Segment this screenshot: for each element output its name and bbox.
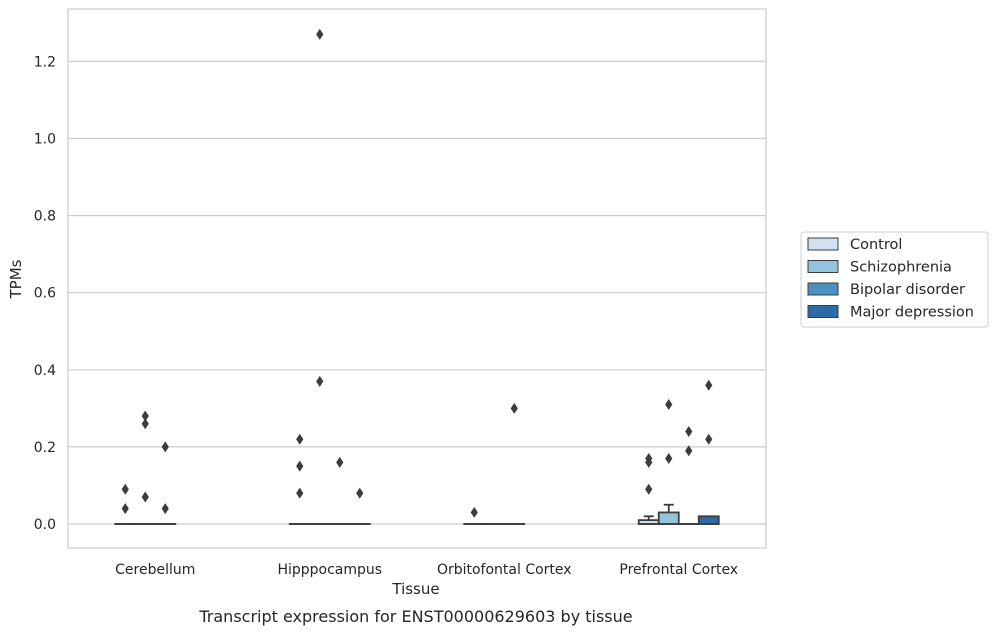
box-group: [463, 506, 486, 525]
outlier-point: [316, 28, 324, 40]
outlier-point: [121, 483, 129, 495]
outlier-point: [141, 410, 149, 422]
box-body: [657, 511, 680, 525]
legend-swatch: [807, 260, 839, 273]
box-group: [637, 452, 660, 525]
outlier-point: [121, 503, 129, 515]
outlier-point: [645, 483, 653, 495]
outlier-point: [665, 452, 673, 464]
legend-label: Major depression: [850, 305, 974, 321]
y-tick-label: 1.0: [34, 132, 56, 148]
outlier-point: [296, 433, 304, 445]
outlier-point: [705, 433, 713, 445]
y-axis-label: TPMs: [7, 259, 25, 299]
y-tick-label: 1.2: [34, 54, 56, 70]
x-tick-label: Cerebellum: [115, 562, 195, 578]
outlier-point: [665, 398, 673, 410]
box-group: [288, 433, 311, 525]
box-group: [154, 441, 177, 525]
x-tick-labels: Cerebellum Hipppocampus Orbitofontal Corte…: [115, 562, 738, 578]
box-body: [697, 515, 720, 525]
legend-swatch: [807, 305, 839, 318]
outlier-point: [336, 456, 344, 468]
y-tick-label: 0.6: [34, 286, 56, 302]
box-group: [114, 483, 137, 525]
legend-label: Control: [850, 237, 902, 253]
legend: Control Schizophrenia Bipolar disorder Majo…: [800, 231, 989, 328]
outlier-point: [645, 452, 653, 464]
outlier-point: [161, 441, 169, 453]
x-tick-label: Hipppocampus: [277, 562, 382, 578]
outlier-point: [510, 402, 518, 414]
box-group: [348, 487, 371, 525]
y-tick-labels: 0.0 0.2 0.4 0.6 0.8 1.0 1.2: [34, 54, 56, 533]
outlier-point: [141, 418, 149, 430]
y-tick-label: 0.4: [34, 363, 56, 379]
x-axis-label: Tissue: [391, 580, 439, 598]
legend-frame: [800, 231, 989, 328]
box-group: [503, 402, 526, 525]
outlier-point: [296, 460, 304, 472]
legend-label: Bipolar disorder: [850, 282, 965, 298]
box-group: [697, 379, 720, 525]
plot-area-frame: [67, 8, 767, 549]
legend-label: Schizophrenia: [850, 260, 952, 276]
y-tick-label: 0.0: [34, 517, 56, 533]
outlier-point: [356, 487, 364, 499]
box-group: [677, 425, 700, 525]
outlier-point: [470, 506, 478, 518]
outlier-point: [705, 379, 713, 391]
outlier-point: [685, 445, 693, 457]
x-tick-label: Orbitofontal Cortex: [437, 562, 572, 578]
chart-caption: Transcript expression for ENST0000062960…: [198, 607, 632, 626]
box-series: [114, 28, 720, 525]
legend-swatch: [807, 237, 839, 251]
outlier-point: [685, 425, 693, 437]
box-group: [308, 28, 331, 525]
outlier-point: [161, 503, 169, 515]
x-tick-label: Prefrontal Cortex: [619, 562, 738, 578]
y-tick-label: 0.2: [34, 440, 56, 456]
y-tick-label: 0.8: [34, 209, 56, 225]
box-group: [328, 456, 351, 525]
box-group: [134, 410, 157, 525]
y-gridlines: [68, 60, 766, 525]
outlier-point: [141, 491, 149, 503]
outlier-point: [316, 375, 324, 387]
box-group: [657, 398, 680, 525]
legend-swatch: [807, 282, 839, 296]
outlier-point: [296, 487, 304, 499]
